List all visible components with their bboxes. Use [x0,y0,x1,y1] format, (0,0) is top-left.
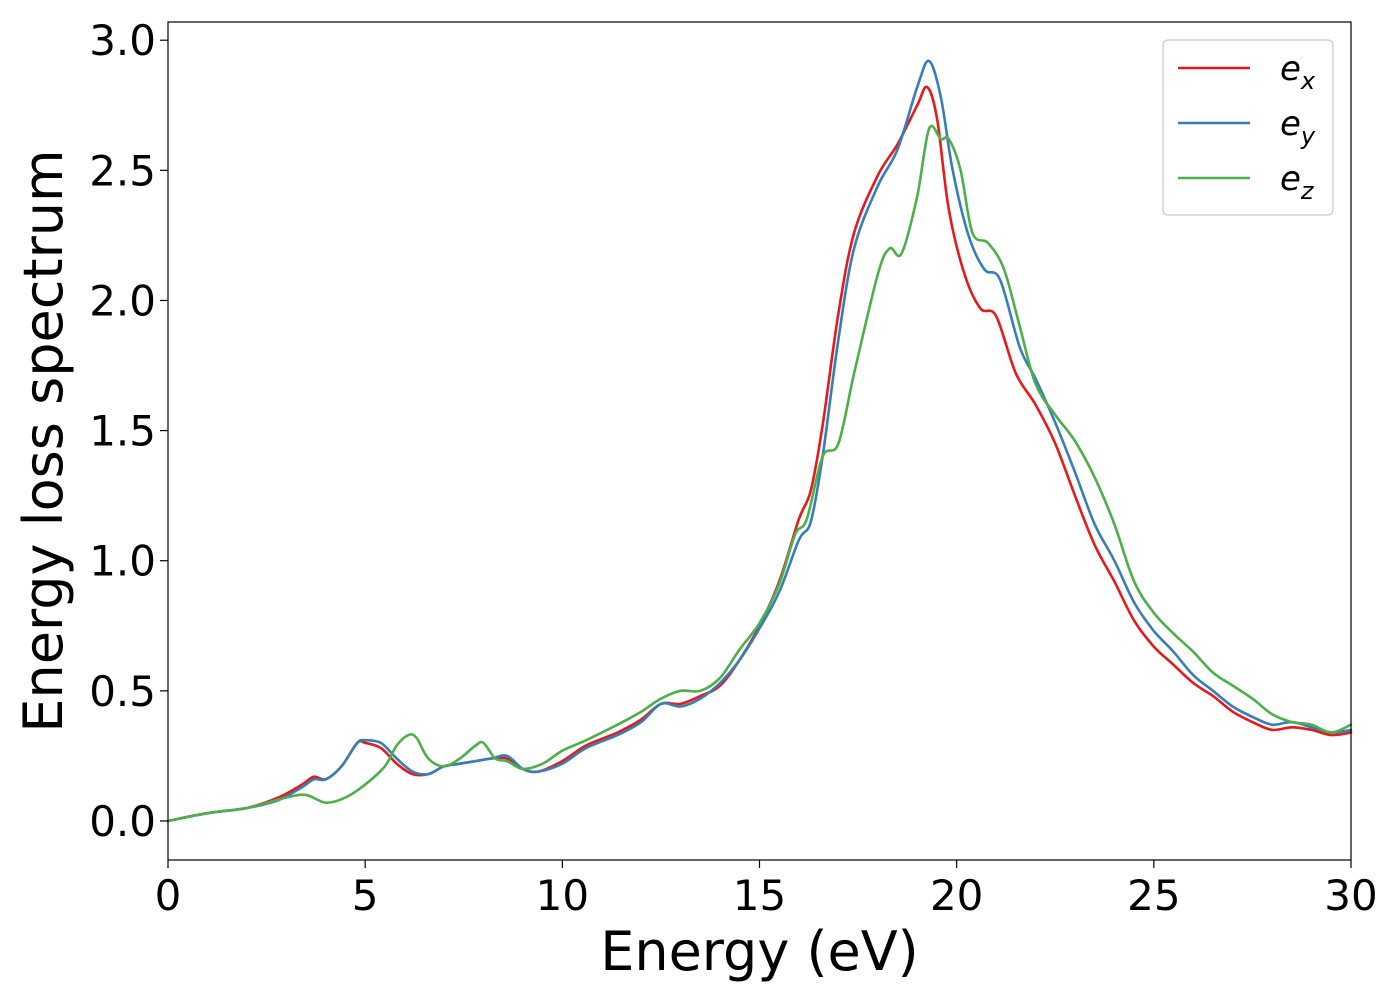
y-tick-label: 2.5 [89,146,156,195]
x-axis-ticks: 0 5 10 15 20 25 30 [155,860,1378,920]
x-tick-label: 10 [536,871,589,920]
y-tick-label: 2.0 [89,276,156,325]
y-tick-label: 0.5 [89,667,156,716]
y-tick-label: 1.5 [89,407,156,456]
y-axis-ticks: 0.0 0.5 1.0 1.5 2.0 2.5 3.0 [89,16,168,846]
series-line-x [166,85,1353,823]
x-tick-label: 5 [352,871,379,920]
y-tick-label: 1.0 [89,537,156,586]
x-axis-title: Energy (eV) [600,920,919,983]
x-tick-label: 20 [930,871,983,920]
series-layer [166,59,1353,823]
series-line-z [166,124,1353,823]
y-tick-label: 3.0 [89,16,156,65]
x-tick-label: 30 [1324,871,1377,920]
legend-box [1162,39,1334,216]
x-tick-label: 15 [733,871,786,920]
y-axis-title: Energy loss spectrum [12,149,75,732]
x-tick-label: 0 [155,871,182,920]
x-tick-label: 25 [1127,871,1180,920]
y-tick-label: 0.0 [89,797,156,846]
